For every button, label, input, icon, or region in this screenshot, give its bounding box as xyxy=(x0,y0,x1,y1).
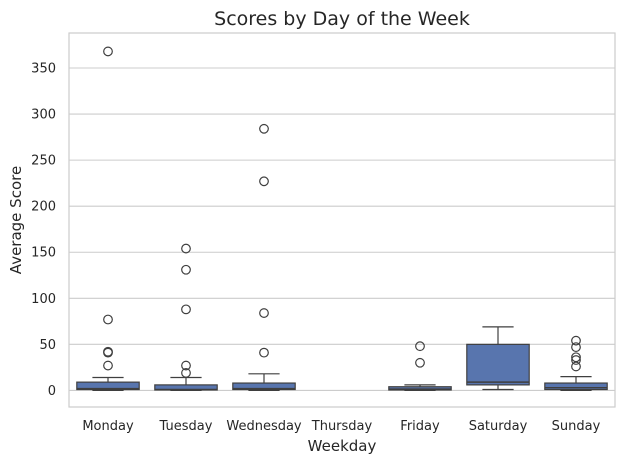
y-tick-label: 150 xyxy=(31,246,56,261)
outlier-point xyxy=(571,361,581,372)
outlier-point xyxy=(181,368,191,378)
outlier-point xyxy=(259,176,269,187)
outlier-point xyxy=(571,342,581,353)
box-marks xyxy=(76,46,608,392)
outlier-point xyxy=(181,304,191,315)
grid-lines xyxy=(69,67,615,391)
x-tick-labels: Monday Tuesday Wednesday Thursday Friday Satu… xyxy=(82,419,600,434)
box-iqr xyxy=(544,382,608,391)
outlier-point xyxy=(415,341,425,352)
outlier-point xyxy=(103,360,113,371)
y-tick-label: 200 xyxy=(31,200,56,215)
outlier-point xyxy=(181,243,191,254)
box-iqr xyxy=(466,343,530,386)
x-tick-label: Wednesday xyxy=(226,419,302,434)
x-tick-label: Saturday xyxy=(469,419,528,434)
y-tick-labels: 0 50 100 150 200 250 300 350 xyxy=(31,62,56,399)
box-group-friday xyxy=(388,341,452,392)
box-group-saturday xyxy=(466,326,530,391)
outlier-point xyxy=(103,46,113,57)
x-tick-label: Thursday xyxy=(311,419,373,434)
x-tick-label: Tuesday xyxy=(159,419,213,434)
chart-title: Scores by Day of the Week xyxy=(214,8,470,30)
y-tick-label: 100 xyxy=(31,292,56,307)
outlier-point xyxy=(259,308,269,318)
y-axis-label: Average Score xyxy=(7,166,25,274)
y-tick-label: 350 xyxy=(31,62,56,77)
plot-area-frame xyxy=(68,32,616,408)
y-tick-label: 300 xyxy=(31,108,56,123)
box-group-monday xyxy=(76,46,140,392)
outlier-point xyxy=(571,352,581,363)
x-tick-label: Sunday xyxy=(552,419,601,434)
outlier-point xyxy=(415,357,425,368)
outlier-point xyxy=(181,360,191,371)
outlier-point xyxy=(103,314,113,325)
outlier-point xyxy=(103,347,113,358)
x-tick-label: Monday xyxy=(82,419,134,434)
y-tick-label: 0 xyxy=(48,384,56,399)
box-group-tuesday xyxy=(154,243,218,392)
box-iqr xyxy=(76,381,140,391)
x-axis-label: Weekday xyxy=(308,437,377,455)
box-group-wednesday xyxy=(232,123,296,392)
outlier-point xyxy=(259,123,269,134)
y-tick-label: 250 xyxy=(31,154,56,169)
outlier-point xyxy=(181,264,191,275)
outlier-point xyxy=(571,335,581,346)
outlier-point xyxy=(259,347,269,358)
x-tick-label: Friday xyxy=(400,419,440,434)
box-group-sunday xyxy=(544,335,608,392)
box-iqr xyxy=(232,382,296,391)
y-tick-label: 50 xyxy=(39,338,56,353)
outlier-point xyxy=(571,355,581,365)
